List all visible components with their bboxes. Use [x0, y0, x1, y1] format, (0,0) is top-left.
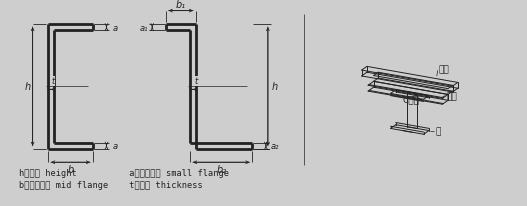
Text: h: h — [25, 82, 31, 92]
Text: b－中腔边长 mid flange    t－厚度 thickness: b－中腔边长 mid flange t－厚度 thickness — [19, 180, 203, 189]
Text: a₁: a₁ — [139, 23, 148, 33]
Text: 梁: 梁 — [435, 127, 441, 136]
Text: 樵托: 樵托 — [446, 92, 457, 101]
Text: b₂: b₂ — [216, 164, 226, 174]
Text: a: a — [113, 23, 118, 33]
Text: b₁: b₁ — [176, 0, 186, 10]
Text: 焊接: 焊接 — [439, 66, 450, 74]
Text: t: t — [194, 77, 198, 86]
Text: h－高度 height          a－小腔边厅 small flange: h－高度 height a－小腔边厅 small flange — [19, 168, 229, 177]
Text: h: h — [271, 82, 278, 92]
Text: t: t — [52, 77, 55, 86]
Text: C型鉢: C型鉢 — [402, 95, 419, 104]
Text: a: a — [113, 142, 118, 151]
Text: a₂: a₂ — [270, 142, 279, 151]
Text: b: b — [67, 164, 74, 174]
